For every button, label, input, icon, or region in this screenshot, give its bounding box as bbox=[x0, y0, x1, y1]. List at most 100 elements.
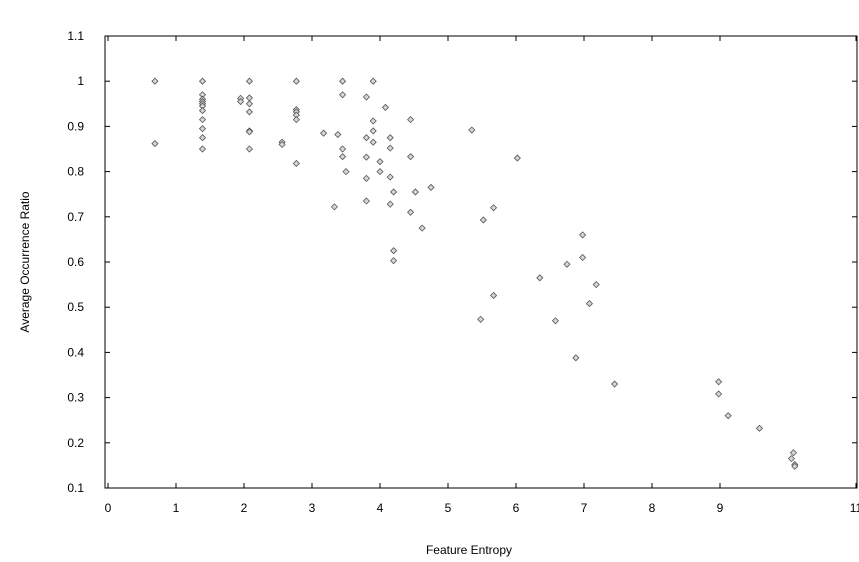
x-tick-label: 11 bbox=[850, 501, 859, 515]
x-tick-label: 4 bbox=[377, 501, 384, 515]
data-point bbox=[245, 108, 254, 116]
x-tick-label: 9 bbox=[717, 501, 724, 515]
data-point bbox=[477, 315, 485, 323]
data-point bbox=[513, 154, 521, 162]
data-point bbox=[789, 449, 798, 457]
y-tick-label: 0.1 bbox=[67, 481, 84, 495]
data-point bbox=[386, 134, 394, 142]
y-tick-label: 0.2 bbox=[67, 436, 84, 450]
data-point bbox=[579, 253, 587, 262]
data-point bbox=[278, 140, 286, 149]
data-point bbox=[151, 77, 159, 85]
x-tick-label: 5 bbox=[445, 501, 452, 515]
y-tick-label: 0.4 bbox=[67, 345, 84, 359]
data-point bbox=[198, 125, 207, 133]
data-point bbox=[715, 390, 723, 398]
data-point bbox=[198, 107, 207, 115]
data-point bbox=[381, 103, 390, 111]
data-point bbox=[362, 153, 370, 161]
data-point bbox=[198, 145, 207, 153]
tick-marks bbox=[105, 35, 857, 489]
data-point bbox=[407, 208, 415, 216]
data-point bbox=[198, 77, 207, 85]
data-point bbox=[715, 378, 723, 386]
data-point bbox=[369, 77, 377, 85]
x-axis-title: Feature Entropy bbox=[426, 543, 512, 557]
data-point bbox=[151, 140, 159, 148]
data-point bbox=[390, 188, 398, 196]
data-point bbox=[572, 354, 580, 362]
data-point bbox=[334, 130, 342, 139]
data-point bbox=[418, 224, 426, 232]
data-point bbox=[787, 455, 795, 463]
data-point bbox=[390, 257, 398, 265]
y-axis-title: Average Occurrence Ratio bbox=[18, 191, 32, 333]
data-point bbox=[386, 173, 394, 181]
y-tick-labels: 0.1 0.2 0.3 0.4 0.5 0.6 0.7 0.8 0.9 1 1.1 bbox=[67, 29, 84, 495]
x-tick-label: 1 bbox=[173, 501, 180, 515]
data-point bbox=[376, 158, 384, 166]
data-point bbox=[362, 174, 370, 182]
data-points bbox=[151, 77, 799, 470]
data-point bbox=[376, 168, 384, 176]
x-tick-label: 2 bbox=[241, 501, 248, 515]
data-point bbox=[386, 144, 394, 152]
data-point bbox=[292, 116, 300, 124]
data-point bbox=[755, 424, 764, 432]
data-point bbox=[468, 126, 476, 134]
data-point bbox=[390, 247, 398, 255]
data-point bbox=[245, 145, 254, 153]
y-tick-label: 0.7 bbox=[67, 210, 84, 224]
data-point bbox=[319, 129, 328, 137]
x-tick-label: 6 bbox=[513, 501, 520, 515]
data-point bbox=[585, 300, 594, 308]
data-point bbox=[427, 183, 435, 191]
data-point bbox=[339, 77, 347, 85]
data-point bbox=[536, 274, 544, 282]
data-point bbox=[592, 281, 600, 289]
data-point bbox=[292, 159, 300, 168]
data-point bbox=[407, 153, 415, 161]
plot-frame bbox=[104, 35, 858, 489]
data-point bbox=[791, 462, 799, 470]
y-tick-label: 1 bbox=[77, 74, 84, 88]
data-point bbox=[563, 260, 571, 268]
data-point bbox=[611, 380, 619, 388]
data-point bbox=[245, 100, 254, 108]
data-point bbox=[330, 203, 339, 211]
x-tick-label: 0 bbox=[105, 501, 112, 515]
data-point bbox=[411, 188, 419, 196]
data-point bbox=[724, 412, 732, 420]
data-point bbox=[292, 77, 300, 85]
y-tick-label: 0.3 bbox=[67, 391, 84, 405]
data-point bbox=[369, 117, 377, 125]
y-tick-label: 0.5 bbox=[67, 300, 84, 314]
data-point bbox=[198, 116, 207, 124]
data-point bbox=[489, 204, 498, 212]
y-tick-label: 0.8 bbox=[67, 165, 84, 179]
data-point bbox=[386, 200, 394, 208]
y-tick-label: 0.6 bbox=[67, 255, 84, 269]
data-point bbox=[489, 291, 498, 300]
data-point bbox=[362, 134, 370, 142]
data-point bbox=[369, 127, 377, 135]
y-tick-label: 0.9 bbox=[67, 119, 84, 133]
data-point bbox=[551, 317, 560, 325]
y-tick-label: 1.1 bbox=[67, 29, 84, 43]
data-point bbox=[362, 93, 370, 101]
data-point bbox=[339, 153, 347, 161]
data-point bbox=[479, 216, 487, 224]
data-point bbox=[579, 231, 587, 239]
data-point bbox=[245, 128, 254, 136]
x-tick-labels: 0 1 2 3 4 5 6 7 8 9 11 bbox=[105, 501, 859, 515]
data-point bbox=[369, 138, 377, 146]
data-point bbox=[339, 91, 347, 99]
x-tick-label: 8 bbox=[649, 501, 656, 515]
data-point bbox=[198, 134, 207, 142]
x-tick-label: 3 bbox=[309, 501, 316, 515]
data-point bbox=[362, 197, 370, 205]
data-point bbox=[407, 116, 415, 124]
data-point bbox=[342, 168, 350, 176]
data-point bbox=[237, 97, 245, 106]
